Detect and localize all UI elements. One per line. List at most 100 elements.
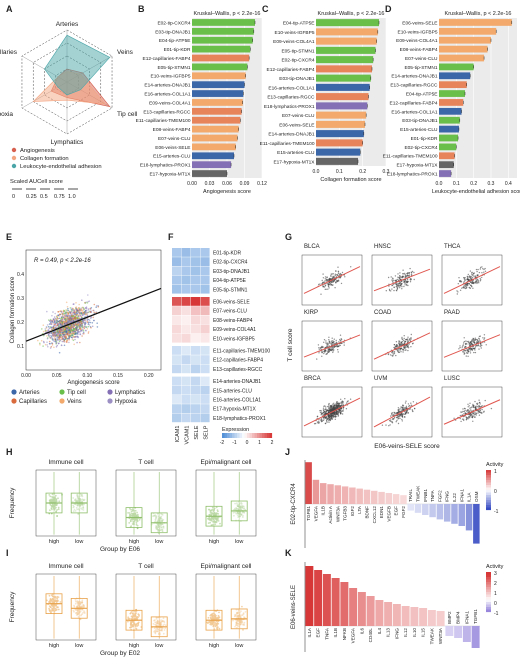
scatter-point xyxy=(72,326,75,329)
subplot-title: Immune cell xyxy=(48,459,84,466)
radar-scale-tick: 1.0 xyxy=(68,194,76,200)
heatmap-legend-swatch xyxy=(222,433,225,438)
scatter-point xyxy=(49,326,52,328)
scatter-point xyxy=(63,339,66,341)
heatmap-row-label: E01-tip-KDR xyxy=(213,251,241,257)
subplot-point xyxy=(464,349,467,352)
category-label: E06-veins-SELE xyxy=(402,20,437,26)
subplot-point xyxy=(388,288,391,291)
subplot-point xyxy=(395,346,397,348)
subplot-point xyxy=(399,417,401,420)
category-label: E12-capillaries-FABP4 xyxy=(390,100,438,106)
x-axis-title: E06-veins-SELE score xyxy=(374,443,440,450)
subplot-point xyxy=(473,413,475,415)
subplot-point xyxy=(463,285,465,287)
scatter-point xyxy=(76,333,78,336)
subplot-point xyxy=(389,420,392,422)
subplot-point xyxy=(345,402,348,404)
bar xyxy=(439,143,457,151)
scatter-point xyxy=(50,345,53,348)
subplot-point xyxy=(388,285,390,287)
subplot-point xyxy=(463,277,465,279)
subplot-point xyxy=(350,266,352,268)
category-label: E04-tip-ATP5E xyxy=(406,92,438,98)
heatmap-cell xyxy=(191,376,201,386)
scatter-point xyxy=(61,330,64,333)
scatter-point xyxy=(71,333,74,335)
category-label: E02-tip-CXCR4 xyxy=(404,145,437,151)
scatter-point xyxy=(47,329,49,331)
heatmap-legend-swatch xyxy=(244,433,248,438)
subplot-point xyxy=(396,288,398,290)
subplot-point xyxy=(400,276,403,278)
subplot-point xyxy=(391,288,393,290)
scatter-point xyxy=(39,343,41,346)
scatter-point xyxy=(46,344,48,346)
heatmap-legend-swatch xyxy=(249,433,253,438)
scatter-point xyxy=(48,323,51,325)
y-tick-label: 0.3 xyxy=(17,296,24,302)
subplot-point xyxy=(398,277,400,279)
scatter-point xyxy=(77,314,80,316)
subplot-point xyxy=(407,349,409,352)
subplot-point xyxy=(321,279,323,282)
subplot-point xyxy=(407,412,409,414)
subplot-point xyxy=(341,413,344,415)
subplot-point xyxy=(339,334,342,336)
subplot-point xyxy=(473,347,476,350)
subplot-point xyxy=(471,406,473,408)
scatter-point xyxy=(91,322,94,324)
subplot-point xyxy=(332,346,335,348)
subplot-point xyxy=(469,352,472,354)
subplot-point xyxy=(404,349,406,351)
subplot-point xyxy=(337,270,340,272)
scatter-point xyxy=(82,308,84,310)
subplot-point xyxy=(330,275,332,277)
group-label: low xyxy=(155,643,163,649)
scatter-point xyxy=(82,320,85,323)
subplot-point xyxy=(324,285,326,287)
subplot-point xyxy=(331,337,333,339)
heatmap-cell xyxy=(181,297,191,306)
scatter-point xyxy=(82,314,84,317)
category-label: E04-tip-ATP5E xyxy=(283,21,315,27)
subplot-points xyxy=(385,267,415,292)
subplot-point xyxy=(323,339,326,341)
subplot-fit-line xyxy=(443,266,501,294)
panel-letter-F: F xyxy=(168,232,174,242)
scatter-point xyxy=(75,318,78,321)
heatmap-cell xyxy=(181,284,191,294)
subplot-point xyxy=(472,403,474,406)
subplot-point xyxy=(335,411,337,414)
panel-letter-I: I xyxy=(6,548,9,558)
scatter-point xyxy=(46,335,48,337)
subplot-point xyxy=(474,346,477,348)
scatter-point xyxy=(85,329,87,332)
scatter-point xyxy=(63,340,65,343)
scatter-point xyxy=(78,321,81,323)
scatter-point xyxy=(86,313,88,315)
scatter-point xyxy=(81,299,83,302)
heatmap-cell xyxy=(200,266,210,276)
subplot-point xyxy=(340,282,343,285)
subplot-point xyxy=(464,287,467,290)
scatter-point xyxy=(67,321,69,323)
subplot-point xyxy=(474,411,476,414)
radar-axis-label: Veins xyxy=(117,49,134,56)
bar xyxy=(192,143,236,151)
subplot-point xyxy=(325,419,328,422)
subplot-point xyxy=(385,424,387,426)
subplot-point xyxy=(332,273,334,275)
y-tick-label: 0.4 xyxy=(17,272,24,278)
subplot-point xyxy=(337,351,339,353)
scatter-point xyxy=(79,315,81,317)
scatter-point xyxy=(68,329,71,331)
subplot-point xyxy=(468,340,470,343)
scatter-point xyxy=(57,314,60,317)
subplot-point xyxy=(324,351,326,353)
subplot-fit-line xyxy=(303,266,361,294)
subplot-point xyxy=(467,352,469,354)
scatter-point xyxy=(72,318,74,320)
heatmap-cell xyxy=(191,355,201,364)
subplot-point xyxy=(336,401,339,403)
